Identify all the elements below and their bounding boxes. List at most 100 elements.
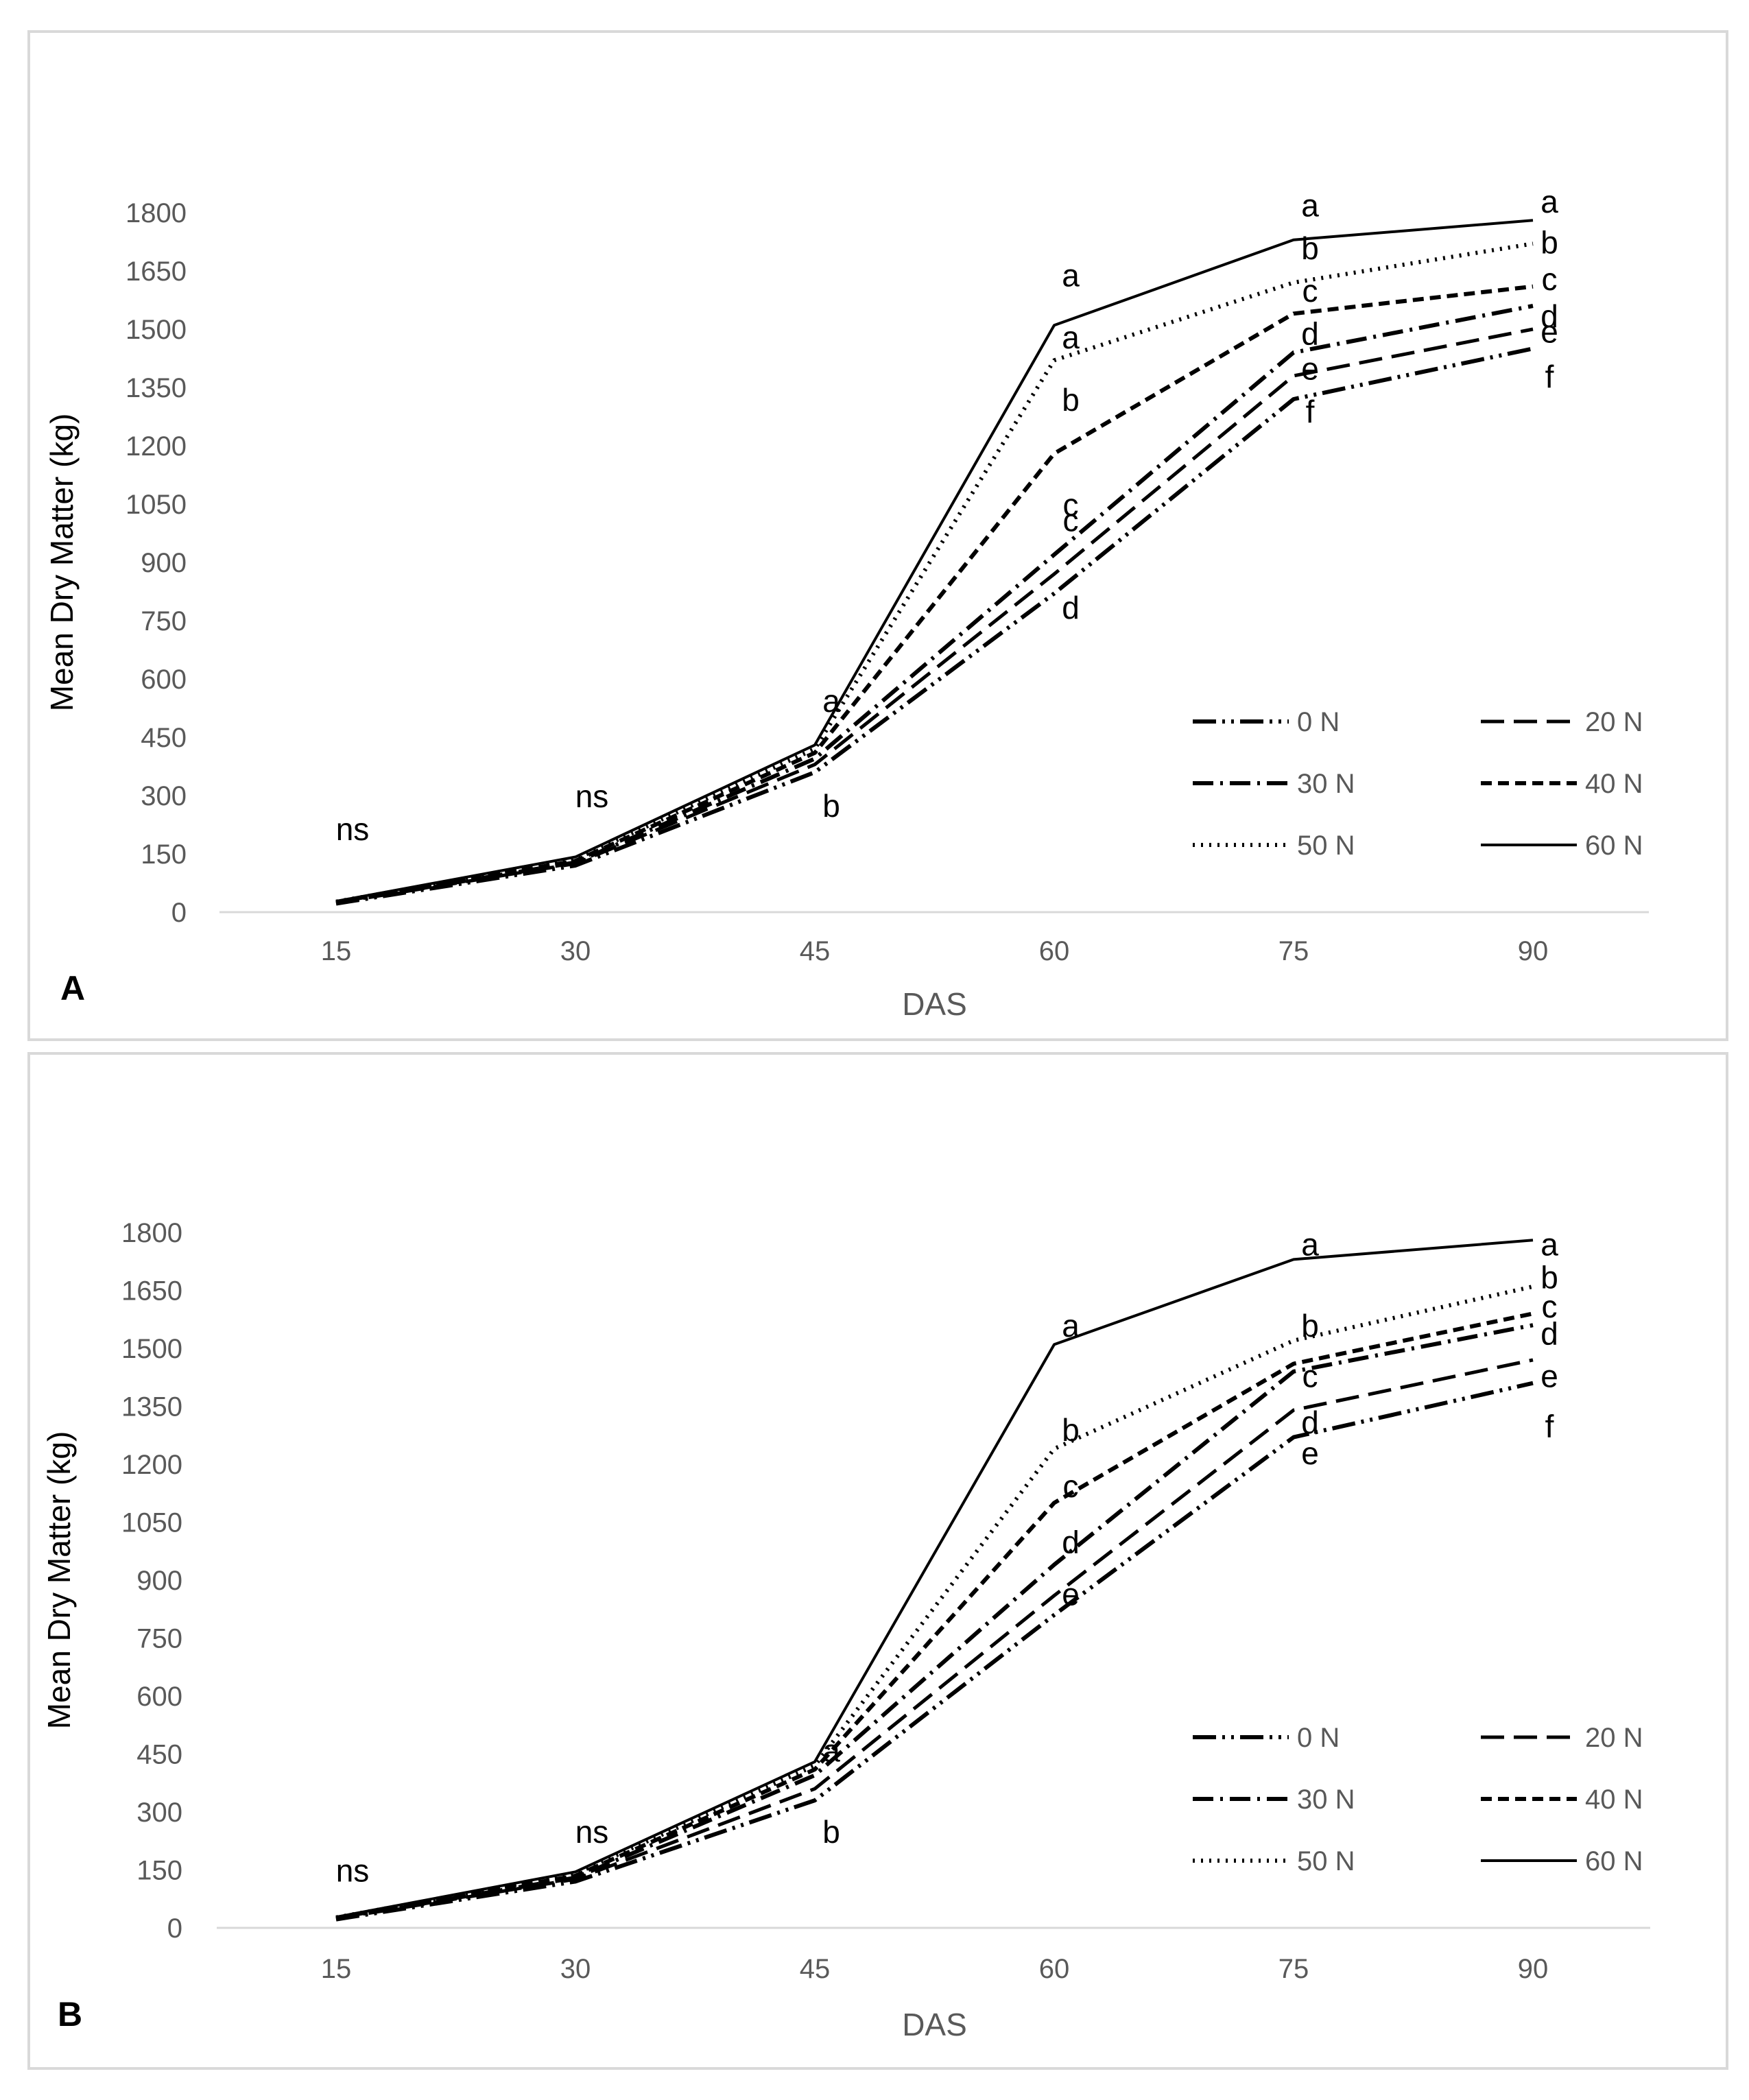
x-tick-label: 75 xyxy=(1278,936,1309,966)
y-axis-title: Mean Dry Matter (kg) xyxy=(41,1431,77,1730)
significance-letter: b xyxy=(1540,224,1558,260)
x-tick-label: 30 xyxy=(560,1954,591,1984)
y-tick-label: 300 xyxy=(136,1798,182,1828)
y-tick-label: 1200 xyxy=(126,431,187,462)
significance-letter: c xyxy=(1302,1358,1318,1394)
y-tick-label: 750 xyxy=(141,606,187,636)
significance-letter: ns xyxy=(336,1852,370,1888)
y-tick-label: 1800 xyxy=(121,1218,182,1248)
significance-letter: b xyxy=(1062,382,1080,418)
y-tick-label: 1200 xyxy=(121,1450,182,1480)
legend-label: 50 N xyxy=(1297,831,1355,861)
significance-letter: d xyxy=(1062,590,1080,625)
legend-label: 40 N xyxy=(1585,769,1643,799)
significance-letter: c xyxy=(1063,503,1079,538)
x-tick-label: 45 xyxy=(800,1954,831,1984)
series-line-30n xyxy=(335,304,1534,905)
x-tick-label: 30 xyxy=(560,936,591,966)
significance-letter: d xyxy=(1540,1315,1558,1351)
legend-label: 40 N xyxy=(1585,1785,1643,1815)
significance-letter: a xyxy=(1062,1308,1080,1344)
significance-letter: c xyxy=(1063,487,1079,523)
legend: 0 N 20 N 30 N 40 N 50 N 60 N xyxy=(1193,707,1643,861)
significance-letter: b xyxy=(1301,1308,1319,1344)
y-tick-label: 150 xyxy=(141,839,187,870)
y-tick-label: 1650 xyxy=(121,1276,182,1306)
significance-letter: a xyxy=(1062,258,1080,294)
significance-letter: c xyxy=(1302,273,1318,309)
legend-label: 20 N xyxy=(1585,707,1643,737)
y-tick-label: 450 xyxy=(141,723,187,753)
series-line-30n xyxy=(335,1323,1534,1920)
x-axis-title: DAS xyxy=(902,2007,967,2042)
y-tick-label: 750 xyxy=(136,1624,182,1654)
x-tick-label: 75 xyxy=(1278,1954,1309,1984)
significance-letter: e xyxy=(1540,1358,1558,1394)
significance-letter: a xyxy=(1301,188,1319,224)
significance-letter: c xyxy=(1063,1468,1079,1504)
significance-letter: b xyxy=(1301,230,1319,266)
legend-label: 50 N xyxy=(1297,1846,1355,1876)
y-tick-label: 1350 xyxy=(126,373,187,403)
series-line-20n xyxy=(335,327,1534,905)
x-tick-label: 90 xyxy=(1518,1954,1549,1984)
y-tick-label: 300 xyxy=(141,781,187,811)
chart-panel-b: 0 150 300 450 600 750 900 1050 1200 1350 1500 1650 1… xyxy=(27,1052,1728,2070)
significance-letter: d xyxy=(1540,298,1558,334)
legend-label: 20 N xyxy=(1585,1723,1643,1753)
x-tick-label: 15 xyxy=(321,1954,352,1984)
significance-letter: e xyxy=(1301,1435,1319,1471)
significance-letter: a xyxy=(1540,184,1558,219)
y-tick-label: 1350 xyxy=(121,1392,182,1422)
significance-letter: ns xyxy=(336,811,370,847)
significance-letter: e xyxy=(1301,351,1319,387)
series-line-0n xyxy=(335,1381,1534,1922)
significance-letter: a xyxy=(822,683,840,719)
significance-letter: ns xyxy=(575,778,609,814)
y-tick-label: 450 xyxy=(136,1740,182,1770)
significance-letter: f xyxy=(1545,359,1554,394)
significance-letter: b xyxy=(822,1814,840,1850)
legend-label: 30 N xyxy=(1297,1785,1355,1815)
series-line-60n xyxy=(335,219,1534,903)
series-line-50n xyxy=(335,1284,1534,1920)
legend-label: 60 N xyxy=(1585,831,1643,861)
x-tick-label: 90 xyxy=(1518,936,1549,966)
y-tick-label: 600 xyxy=(136,1682,182,1712)
significance-letter: c xyxy=(1542,261,1558,297)
series-line-60n xyxy=(335,1239,1534,1919)
significance-letter: c xyxy=(1542,1289,1558,1324)
y-tick-label: 1500 xyxy=(126,315,187,345)
legend-label: 30 N xyxy=(1297,769,1355,799)
x-tick-label: 15 xyxy=(321,936,352,966)
panel-label: B xyxy=(58,1995,82,2033)
y-tick-label: 150 xyxy=(136,1856,182,1886)
significance-letter: a xyxy=(822,1733,840,1769)
x-tick-label: 60 xyxy=(1039,1954,1070,1984)
x-axis-title: DAS xyxy=(902,986,967,1022)
y-tick-label: 900 xyxy=(136,1566,182,1596)
chart-panel-a: 0 150 300 450 600 750 900 1050 1200 1350 1500 1650 1… xyxy=(27,30,1728,1041)
significance-letter: b xyxy=(1062,1412,1080,1448)
series-line-40n xyxy=(335,284,1534,905)
dry-matter-chart-b: 0 150 300 450 600 750 900 1050 1200 1350 1500 1650 1… xyxy=(41,1218,1650,2042)
significance-letter: d xyxy=(1301,316,1319,352)
dry-matter-chart-a: 0 150 300 450 600 750 900 1050 1200 1350 1500 1650 1… xyxy=(44,184,1649,1022)
significance-letter: e xyxy=(1062,1577,1080,1612)
y-tick-label: 1050 xyxy=(121,1508,182,1538)
panel-label: A xyxy=(60,969,85,1007)
significance-letter: d xyxy=(1062,1524,1080,1560)
y-tick-label: 0 xyxy=(167,1913,182,1944)
y-tick-label: 0 xyxy=(171,898,187,928)
significance-letter: a xyxy=(1540,1227,1558,1263)
significance-letter: a xyxy=(1062,320,1080,355)
significance-letter: b xyxy=(1540,1260,1558,1296)
legend-label: 0 N xyxy=(1297,707,1340,737)
y-axis-title: Mean Dry Matter (kg) xyxy=(44,414,80,712)
x-tick-label: 45 xyxy=(800,936,831,966)
significance-letter: ns xyxy=(575,1814,609,1850)
significance-letter: e xyxy=(1540,314,1558,350)
y-tick-label: 1050 xyxy=(126,490,187,520)
legend-label: 0 N xyxy=(1297,1723,1340,1753)
series-line-40n xyxy=(335,1311,1534,1920)
